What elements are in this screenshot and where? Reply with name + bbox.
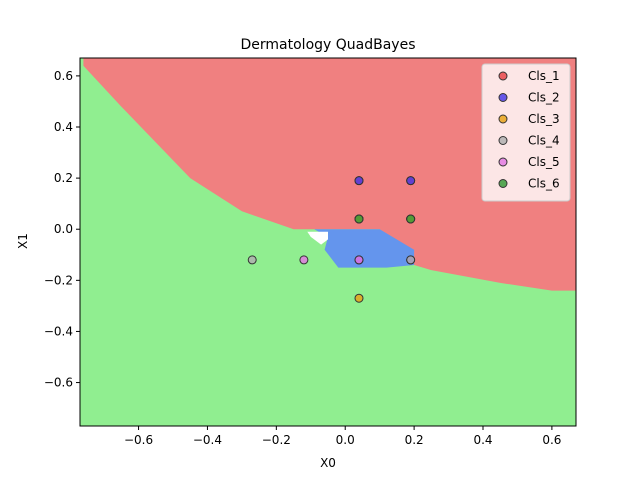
legend: Cls_1 Cls_2 Cls_3 Cls_4 Cls_5 Cls_6	[481, 63, 571, 202]
y-tick-label: −0.4	[44, 324, 73, 338]
x-tick-label: −0.2	[262, 433, 291, 447]
point-cls-2	[354, 176, 364, 186]
point-cls-2	[406, 176, 416, 186]
point-cls-3	[354, 293, 364, 303]
legend-marker-cls-3	[498, 114, 508, 124]
legend-label-cls-6: Cls_6	[528, 177, 560, 191]
point-cls-6	[354, 214, 364, 224]
y-axis-label: X1	[16, 233, 30, 249]
legend-label-cls-1: Cls_1	[528, 69, 560, 83]
point-cls-5	[354, 255, 364, 265]
point-cls-4	[406, 255, 416, 265]
point-cls-5	[299, 255, 309, 265]
chart-title: Dermatology QuadBayes	[241, 37, 416, 53]
legend-label-cls-4: Cls_4	[528, 134, 560, 148]
region-cls-2	[303, 229, 415, 268]
region-cls-1	[83, 58, 577, 291]
scatter-points	[247, 176, 416, 303]
x-tick-label: −0.4	[193, 433, 222, 447]
y-tick-label: 0.0	[54, 222, 73, 236]
x-tick-label: 0.0	[336, 433, 355, 447]
point-cls-6	[406, 214, 416, 224]
y-tick-label: 0.4	[54, 120, 73, 134]
x-tick-label: −0.6	[124, 433, 153, 447]
y-tick-label: −0.2	[44, 273, 73, 287]
y-tick-label: 0.6	[54, 69, 73, 83]
y-tick-label: −0.6	[44, 376, 73, 390]
legend-label-cls-5: Cls_5	[528, 155, 560, 169]
x-tick-label: 0.6	[542, 433, 561, 447]
legend-marker-cls-2	[498, 93, 508, 102]
decision-regions	[83, 58, 577, 291]
y-tick-label: 0.2	[54, 171, 73, 185]
x-axis: −0.6 −0.4 −0.2 0.0 0.2 0.4 0.6	[124, 426, 561, 447]
x-tick-label: 0.4	[473, 433, 492, 447]
legend-label-cls-2: Cls_2	[528, 91, 560, 105]
x-axis-label: X0	[320, 456, 336, 470]
legend-marker-cls-4	[498, 136, 508, 145]
point-cls-4	[247, 255, 257, 265]
region-cls-4	[307, 231, 328, 245]
legend-marker-cls-1	[498, 71, 508, 81]
legend-label-cls-3: Cls_3	[528, 112, 560, 126]
y-axis: −0.6 −0.4 −0.2 0.0 0.2 0.4 0.6	[44, 69, 80, 390]
legend-marker-cls-6	[498, 179, 508, 188]
x-tick-label: 0.2	[405, 433, 424, 447]
legend-marker-cls-5	[498, 157, 508, 167]
plot-frame	[79, 57, 577, 427]
